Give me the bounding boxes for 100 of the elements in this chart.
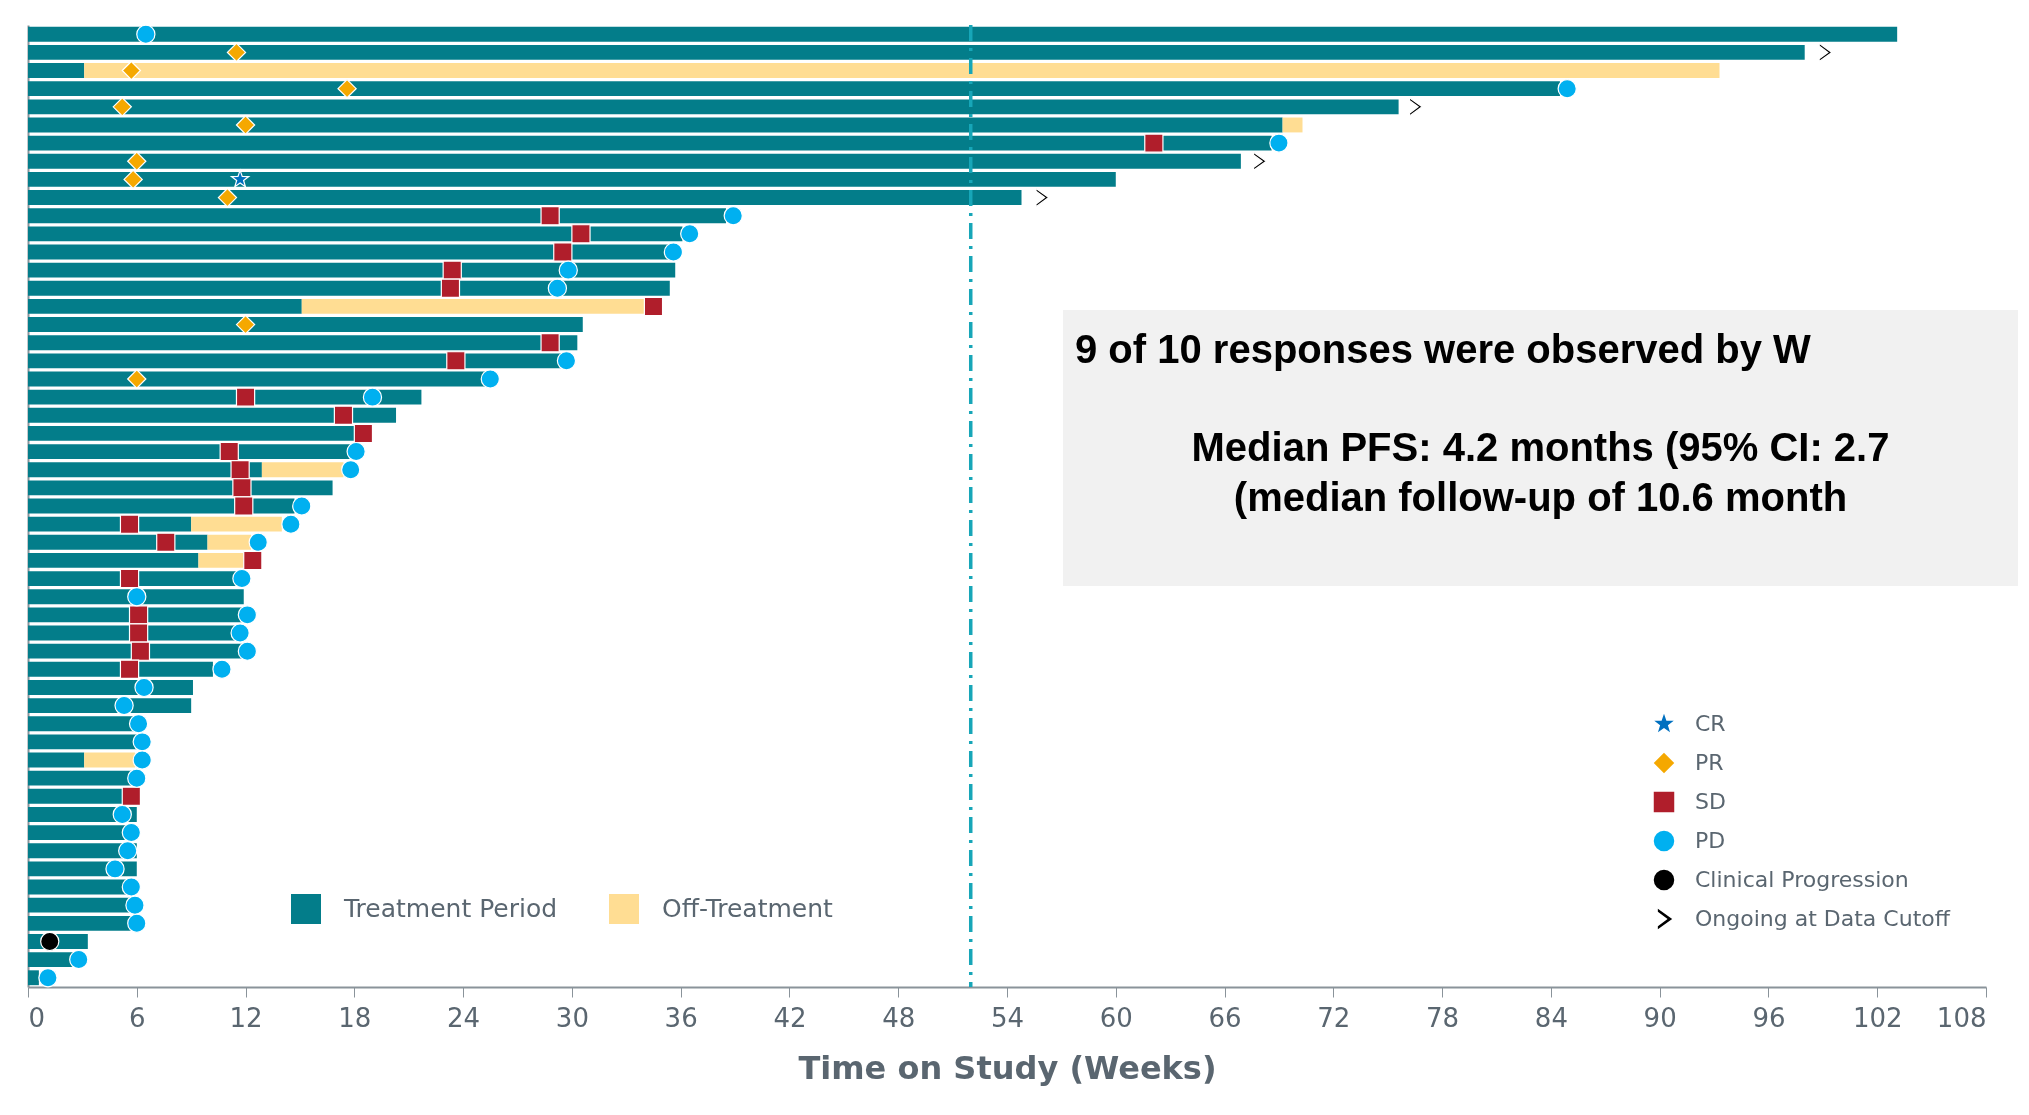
bar [28, 734, 139, 750]
bar [28, 752, 85, 768]
point [127, 151, 147, 171]
point [643, 296, 664, 317]
point [127, 768, 147, 788]
point [362, 387, 383, 407]
legend-label: Off-Treatment [662, 894, 834, 923]
point [1269, 133, 1289, 153]
point [540, 333, 560, 353]
point [341, 460, 361, 480]
annotation: 9 of 10 responses were observed by W [1075, 326, 1812, 373]
x-tick-label: 78 [1426, 1002, 1460, 1033]
bar [1282, 117, 1303, 133]
point [119, 514, 140, 534]
point [558, 260, 578, 280]
point [128, 623, 149, 643]
point [235, 387, 256, 407]
point [1252, 151, 1267, 171]
point [1818, 42, 1833, 63]
point [121, 786, 142, 806]
bar [28, 298, 302, 314]
x-tick-label: 66 [1208, 1002, 1242, 1033]
point [226, 42, 247, 63]
point [219, 441, 239, 462]
point [333, 405, 354, 425]
bar [28, 208, 726, 224]
x-tick-label: 72 [1317, 1002, 1351, 1033]
bar [28, 480, 333, 496]
point [556, 351, 577, 371]
x-tick-label: 6 [129, 1002, 146, 1033]
x-tick-label: 18 [338, 1002, 372, 1033]
x-tick-label: 12 [229, 1002, 263, 1033]
point [125, 895, 145, 915]
point [136, 24, 156, 44]
point [442, 260, 462, 280]
point [232, 478, 252, 498]
annotation: Median PFS: 4.2 months (95% CI: 2.7 [1190, 424, 1891, 471]
point [112, 97, 132, 117]
point [130, 641, 151, 661]
point [230, 623, 250, 643]
point [1035, 187, 1050, 208]
bar [28, 770, 132, 786]
bar [84, 752, 135, 768]
x-tick-label: 36 [664, 1002, 698, 1033]
bar [28, 135, 1272, 151]
bar [28, 26, 1898, 42]
point [134, 677, 154, 698]
point [480, 369, 500, 389]
bar [28, 952, 74, 968]
point [248, 532, 268, 552]
point [112, 804, 132, 825]
point [235, 314, 256, 335]
x-tick-label: 42 [773, 1002, 807, 1033]
point [40, 931, 60, 952]
x-tick-label: 102 [1852, 1002, 1903, 1033]
bar [28, 226, 683, 242]
text-box: 9 of 10 responses were observed by W Median PFS: 4.2 months (95% CI: 2.7 (median follow-up of 10.6 month [1063, 310, 2018, 586]
legend-label: Ongoing at Data Cutoff [1695, 906, 1951, 931]
point [237, 605, 258, 625]
point [571, 224, 591, 244]
point [121, 877, 142, 897]
bar [28, 552, 199, 568]
bar [28, 915, 132, 931]
point [105, 859, 125, 879]
bar [28, 81, 1560, 97]
bar [28, 970, 39, 986]
point [1557, 79, 1577, 99]
bar [28, 262, 676, 278]
point [292, 496, 312, 516]
point [337, 79, 357, 99]
point [553, 242, 573, 262]
bar [28, 462, 262, 478]
point [1144, 133, 1164, 153]
point [217, 187, 238, 208]
point [69, 949, 89, 970]
bar [28, 589, 244, 605]
bar [28, 280, 670, 296]
bar [261, 462, 344, 478]
point [1408, 97, 1423, 117]
point [547, 278, 568, 298]
point [230, 169, 250, 188]
x-tick-label: 54 [990, 1002, 1025, 1033]
bar [28, 389, 422, 405]
legend-label: Treatment Period [343, 894, 558, 923]
point [127, 587, 147, 607]
point [118, 841, 138, 861]
bar [28, 716, 135, 732]
x-tick-label: 24 [447, 1002, 481, 1033]
point [119, 568, 140, 589]
x-tick-label: 84 [1534, 1002, 1568, 1033]
bar [301, 298, 645, 314]
point [232, 568, 252, 589]
x-tick-label: 90 [1643, 1002, 1677, 1033]
legend-label: PR [1695, 750, 1724, 775]
point [440, 278, 461, 298]
legend-label: Clinical Progression [1695, 867, 1909, 892]
point [121, 822, 142, 843]
point [281, 514, 301, 534]
bar [28, 897, 132, 913]
bar [28, 44, 1805, 60]
